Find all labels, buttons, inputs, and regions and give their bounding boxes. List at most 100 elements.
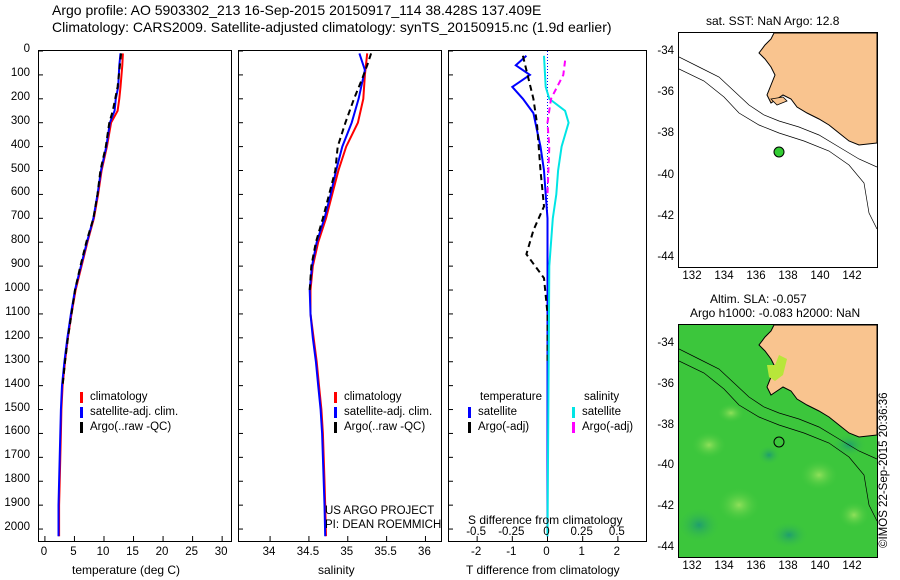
x-tick-label: 35.5 [374, 546, 397, 558]
legend-item: satellite-adj. clim. [80, 405, 178, 420]
lat-tick-label: -42 [657, 500, 674, 513]
x-tick-label: 20 [155, 546, 169, 558]
depth-tick-label: 1300 [4, 353, 30, 366]
sst-map [678, 32, 878, 268]
legend-heading: salinity [584, 391, 620, 403]
legend-swatch [334, 392, 337, 403]
depth-tick-label: 500 [10, 162, 30, 175]
depth-tick-label: 1000 [4, 282, 30, 295]
legend-item: satellite [468, 405, 542, 420]
salinity-panel [238, 50, 442, 542]
x-tick-label: -2 [471, 546, 482, 558]
lon-tick-label: 140 [810, 560, 830, 572]
depth-tick-label: 300 [10, 114, 30, 127]
legend-item: climatology [334, 390, 432, 405]
title-line-1: Argo profile: AO 5903302_213 16-Sep-2015… [52, 2, 542, 18]
series-line-argo-raw-qc- [61, 53, 123, 386]
project-label: US ARGO PROJECT [325, 505, 435, 517]
legend-swatch [80, 392, 83, 403]
lat-tick-label: -40 [657, 168, 674, 181]
sla-low-anomaly [757, 445, 781, 465]
difference-plot [449, 50, 619, 541]
x-tick-label: 15 [126, 546, 139, 558]
s-tick-label: 0.25 [570, 526, 593, 538]
deep-contour [679, 360, 877, 522]
sla-map-title-1: Altim. SLA: -0.057 [710, 292, 807, 306]
sla-map [678, 324, 878, 558]
x-tick-label: 5 [70, 546, 77, 558]
depth-tick-label: 1900 [4, 497, 30, 510]
temperature-plot [39, 50, 223, 541]
legend-swatch [334, 407, 337, 418]
lon-tick-label: 138 [778, 270, 798, 282]
difference-panel [448, 50, 647, 542]
legend-item: satellite [572, 405, 633, 420]
depth-tick-label: 900 [10, 258, 30, 271]
x-tick-label: 34 [262, 546, 276, 558]
legend-item: climatology [80, 390, 178, 405]
series-line-argo-raw-qc- [308, 53, 373, 291]
difference-axis-label: T difference from climatology [466, 563, 620, 577]
lon-tick-label: 132 [682, 560, 702, 572]
lon-tick-label: 142 [842, 560, 862, 572]
salinity-plot [239, 50, 426, 541]
s-tick-label: 0.5 [608, 526, 625, 538]
depth-tick-label: 400 [10, 138, 30, 151]
legend-swatch [572, 407, 575, 418]
depth-tick-label: 700 [10, 210, 30, 223]
s-tick-label: -0.25 [498, 526, 525, 538]
lat-tick-label: -44 [657, 251, 674, 263]
temperature-diff-legend: temperature satellite Argo(-adj) [468, 390, 542, 435]
x-tick-label: -1 [506, 546, 517, 558]
temperature-panel [38, 50, 232, 542]
sla-map-canvas [679, 325, 877, 557]
lat-tick-label: -34 [657, 337, 674, 349]
argo-float-marker [773, 436, 785, 448]
series-line-salinity-satellite [543, 55, 570, 537]
lat-tick-label: -36 [657, 86, 674, 99]
series-line-salinity-argo-adj- [546, 60, 567, 195]
legend-item: Argo(-adj) [572, 420, 633, 435]
lon-tick-label: 132 [682, 270, 702, 282]
salinity-legend: climatology satellite-adj. clim. Argo(..… [334, 390, 432, 435]
lat-tick-label: -38 [657, 127, 674, 140]
legend-heading: temperature [480, 391, 543, 403]
depth-tick-label: 1800 [4, 473, 30, 486]
x-tick-label: 25 [185, 546, 198, 558]
gulf-water [767, 355, 787, 381]
legend-item: satellite-adj. clim. [334, 405, 432, 420]
sst-map-title: sat. SST: NaN Argo: 12.8 [706, 14, 840, 28]
depth-tick-label: 1600 [4, 425, 30, 438]
depth-tick-label: 1100 [5, 305, 30, 318]
island [770, 96, 788, 106]
imos-credit: ©IMOS 22-Sep-2015 20:36:36 [878, 392, 890, 548]
lon-tick-label: 142 [842, 270, 862, 282]
s-difference-axis-label: S difference from climatology [468, 513, 623, 527]
x-tick-label: 0 [543, 546, 550, 558]
x-tick-label: 2 [613, 546, 621, 558]
sla-low-anomaly [769, 521, 809, 549]
lon-tick-label: 134 [714, 270, 734, 282]
sst-map-canvas [678, 32, 878, 230]
legend-swatch [80, 422, 83, 433]
x-tick-label: 10 [96, 546, 110, 558]
lat-tick-label: -40 [657, 459, 674, 472]
salinity-axis-label: salinity [318, 563, 355, 577]
lat-tick-label: -34 [657, 45, 674, 57]
legend-item: Argo(..raw -QC) [334, 420, 432, 435]
sla-high-anomaly [838, 501, 870, 529]
x-tick-label: 35 [340, 546, 354, 558]
shelf-contour [679, 348, 877, 460]
lat-tick-label: -42 [657, 209, 674, 222]
lon-tick-label: 136 [746, 560, 766, 572]
lon-tick-label: 138 [778, 560, 798, 572]
legend-swatch [80, 407, 83, 418]
legend-swatch [468, 422, 471, 433]
s-tick-label: 0 [543, 526, 550, 538]
x-tick-label: 0 [40, 546, 48, 558]
land-mass [758, 32, 878, 146]
shelf-contour [678, 56, 878, 168]
series-line-temperature-argo-adj- [521, 55, 549, 362]
sla-map-title-2: Argo h1000: -0.083 h2000: NaN [690, 306, 861, 320]
legend-item: Argo(..raw -QC) [80, 420, 178, 435]
